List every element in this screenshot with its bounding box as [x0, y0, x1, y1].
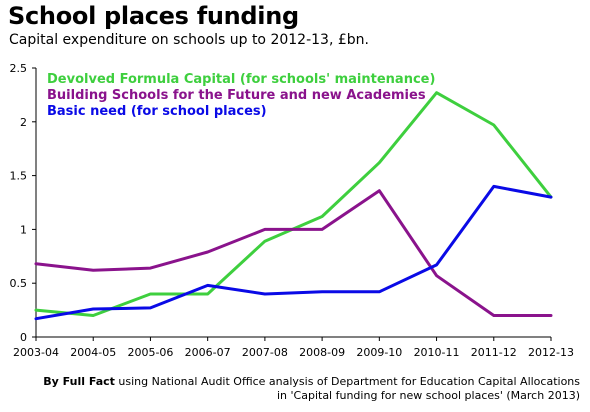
- series-line-3: [34, 184, 553, 321]
- y-tick-label: 2: [20, 116, 27, 129]
- legend-entry-1: Devolved Formula Capital (for schools' m…: [47, 72, 435, 87]
- x-tick-label: 2011-12: [471, 346, 517, 359]
- series-line-1: [34, 91, 553, 317]
- legend-entry-2: Building Schools for the Future and new …: [47, 88, 426, 103]
- x-tick-label: 2010-11: [414, 346, 460, 359]
- y-tick-label: 0.5: [10, 277, 28, 290]
- chart-title: School places funding: [8, 2, 299, 30]
- y-tick-label: 0: [20, 331, 27, 344]
- y-tick-label: 1.5: [10, 170, 28, 183]
- chart-subtitle: Capital expenditure on schools up to 201…: [9, 32, 369, 48]
- x-tick-label: 2003-04: [13, 346, 59, 359]
- y-tick-label: 2.5: [10, 62, 28, 75]
- source-line-1: By Full Fact using National Audit Office…: [43, 375, 580, 389]
- x-tick-label: 2009-10: [356, 346, 402, 359]
- y-tick-label: 1: [20, 223, 27, 236]
- x-tick-label: 2012-13: [528, 346, 574, 359]
- source-note: By Full Fact using National Audit Office…: [43, 375, 580, 403]
- x-tick-label: 2005-06: [127, 346, 173, 359]
- legend-entry-3: Basic need (for school places): [47, 104, 267, 119]
- x-tick-label: 2006-07: [185, 346, 231, 359]
- source-text-1: using National Audit Office analysis of …: [118, 375, 580, 388]
- x-tick-label: 2008-09: [299, 346, 345, 359]
- x-tick-label: 2007-08: [242, 346, 288, 359]
- source-author: By Full Fact: [43, 375, 115, 388]
- series-line-2: [34, 189, 553, 317]
- x-tick-label: 2004-05: [70, 346, 116, 359]
- source-text-2: in 'Capital funding for new school place…: [277, 389, 580, 402]
